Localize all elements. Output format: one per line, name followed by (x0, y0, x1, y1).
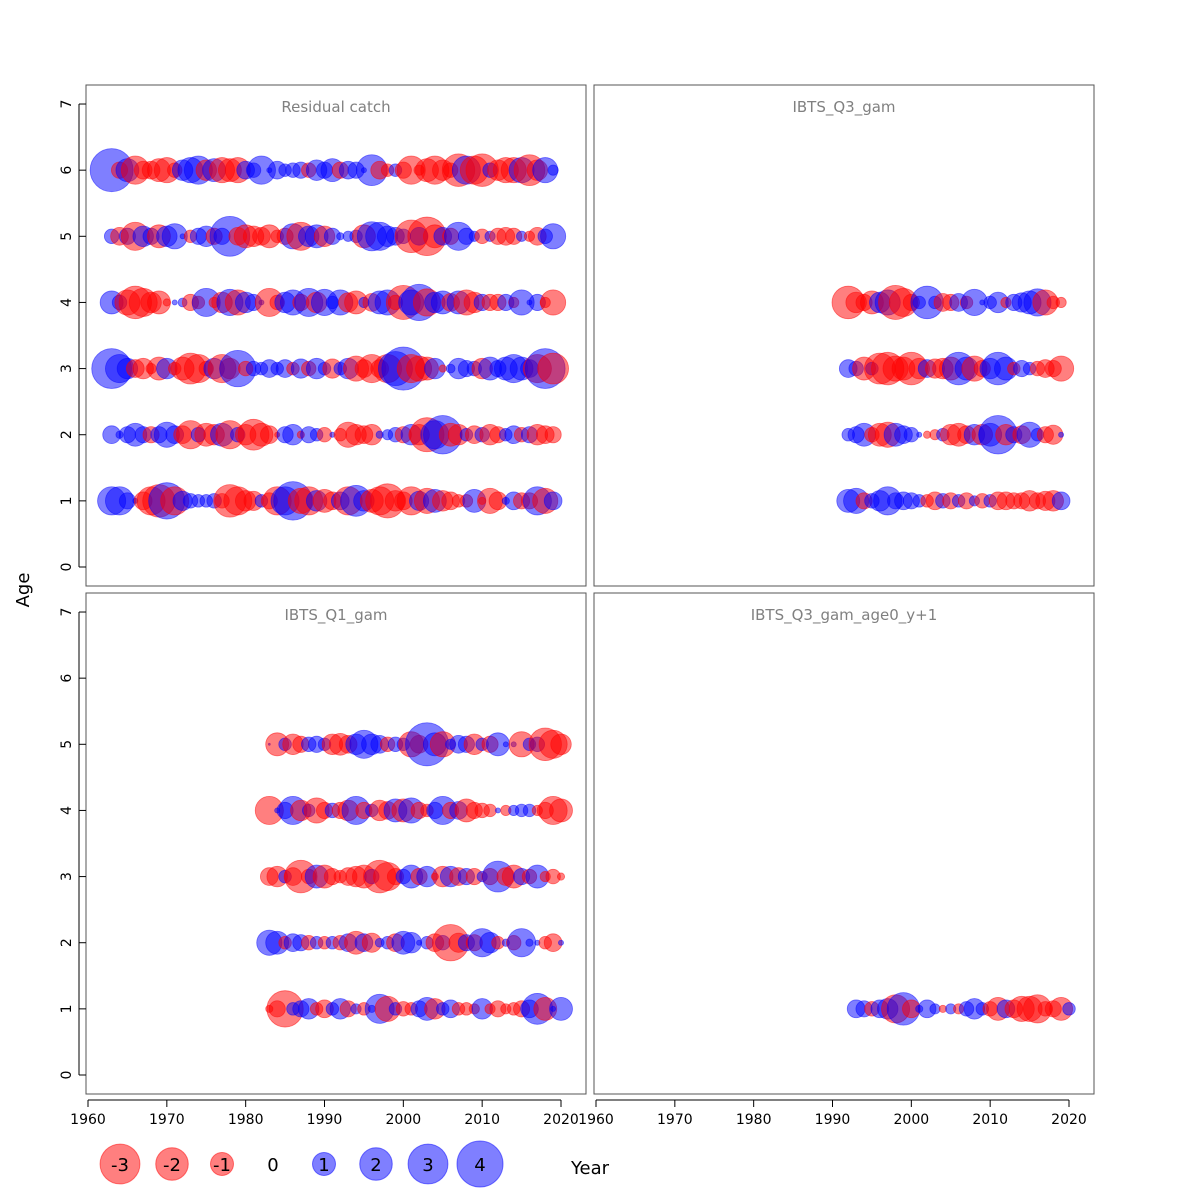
y-tick-label: 6 (59, 674, 75, 683)
bubble-IBTS_Q3_gam_age0_y+1-age1-2020 (1062, 1002, 1076, 1016)
bubble-Residual catch-age4-1971 (171, 299, 178, 306)
x-tick-label: 2010 (464, 1112, 500, 1128)
bubble-IBTS_Q1_gam-age1-2020 (549, 996, 573, 1021)
bubble-Residual catch-age1-2019 (543, 491, 563, 511)
y-axis-label: Age (13, 573, 34, 608)
panel-1: IBTS_Q3_gam (593, 84, 1095, 587)
legend-bubble (456, 1140, 504, 1188)
legend-bubble (210, 1152, 234, 1176)
bubble-IBTS_Q1_gam-age5-2013 (502, 741, 509, 748)
x-tick-label: 1960 (578, 1112, 614, 1128)
y-tick-label: 7 (59, 608, 75, 617)
legend-bubble (99, 1143, 141, 1185)
bubble-IBTS_Q1_gam-age2-2020 (558, 939, 564, 946)
x-tick-label: 1980 (228, 1112, 264, 1128)
x-tick-label: 2010 (972, 1112, 1008, 1128)
panel-title: IBTS_Q3_gam_age0_y+1 (751, 606, 938, 625)
panel-0: Residual catch 0 1 2 3 4 5 6 7 (59, 84, 587, 587)
bubble-IBTS_Q1_gam-age5-2020 (550, 733, 572, 755)
bubble-Residual catch-age3-2019 (537, 352, 569, 385)
y-tick-label: 0 (59, 563, 75, 572)
panel-frame (85, 84, 587, 587)
panel-title: IBTS_Q3_gam (792, 98, 895, 117)
legend-bubble (407, 1143, 449, 1185)
bubble-IBTS_Q3_gam-age3-2019 (1048, 355, 1075, 382)
x-tick-label: 1970 (149, 1112, 185, 1128)
x-axis-label: Year (570, 1158, 610, 1179)
legend-label: -3 (111, 1155, 129, 1176)
legend-bubble (359, 1147, 393, 1181)
bubble-IBTS_Q1_gam-age3-2020 (556, 872, 566, 881)
x-tick-label: 2000 (894, 1112, 930, 1128)
bubble-IBTS_Q3_gam-age1-2019 (1051, 491, 1071, 511)
y-tick-label: 3 (59, 364, 75, 373)
y-tick-label: 7 (59, 100, 75, 109)
legend-bubble (155, 1147, 189, 1181)
panel-2: IBTS_Q1_gam 0 1 2 3 4 5 6 7 1960 1970 1980 1990 2000 2… (59, 592, 587, 1128)
bubble-IBTS_Q1_gam-age4-2012 (494, 807, 501, 814)
x-tick-label: 2000 (386, 1112, 422, 1128)
bubble-IBTS_Q1_gam-age4-2011 (483, 803, 497, 818)
x-tick-label: 2020 (1051, 1112, 1087, 1128)
legend-label: 4 (474, 1155, 485, 1176)
y-tick-label: 3 (59, 872, 75, 881)
y-tick-label: 6 (59, 166, 75, 175)
x-tick-label: 1970 (657, 1112, 693, 1128)
y-tick-label: 0 (59, 1071, 75, 1080)
y-tick-label: 2 (59, 430, 75, 439)
panel-title: IBTS_Q1_gam (284, 606, 387, 625)
bubble-Residual catch-age6-2019 (547, 164, 559, 176)
bubble-IBTS_Q1_gam-age2-2016 (525, 938, 534, 947)
bubble-IBTS_Q3_gam-age2-2019 (1058, 431, 1065, 438)
bubble-IBTS_Q1_gam-age4-2020 (549, 798, 573, 823)
bubble-IBTS_Q3_gam_age0_y+1-age1-2003 (929, 1003, 941, 1015)
legend-label: 0 (267, 1155, 278, 1176)
legend-label: 3 (422, 1155, 433, 1176)
bubble-IBTS_Q3_gam-age2-2001 (916, 431, 923, 438)
x-tick-label: 1990 (815, 1112, 851, 1128)
y-tick-label: 5 (59, 232, 75, 241)
panel-frame (593, 592, 1095, 1095)
bubble-Residual catch-age2-2019 (544, 426, 562, 444)
y-tick-label: 1 (59, 496, 75, 505)
legend-label: 1 (318, 1155, 329, 1176)
legend-label: -2 (163, 1155, 181, 1176)
bubble-Residual catch-age4-2019 (540, 289, 567, 316)
legend-bubble (312, 1152, 336, 1176)
legend: -3 -2 -1 0 1 2 3 4 (99, 1140, 504, 1188)
y-tick-label: 4 (59, 298, 75, 307)
y-tick-label: 1 (59, 1004, 75, 1013)
legend-label: 2 (370, 1155, 381, 1176)
bubble-Residual catch-age5-2019 (540, 223, 567, 250)
y-tick-label: 2 (59, 938, 75, 947)
x-tick-label: 2020 (543, 1112, 579, 1128)
panel-title: Residual catch (281, 98, 390, 116)
bubble-Residual catch-age3-2005 (438, 364, 447, 373)
x-tick-label: 1990 (307, 1112, 343, 1128)
bubble-Residual catch-age4-1970 (162, 298, 171, 307)
y-tick-label: 5 (59, 740, 75, 749)
x-tick-label: 1980 (736, 1112, 772, 1128)
panel-3: IBTS_Q3_gam_age0_y+1 1960 1970 1980 1990 2000… (578, 592, 1095, 1128)
legend-label: -1 (213, 1155, 231, 1176)
bubble-IBTS_Q3_gam-age4-2019 (1055, 296, 1067, 308)
x-tick-label: 1960 (70, 1112, 106, 1128)
y-tick-label: 4 (59, 806, 75, 815)
panel-frame (85, 592, 587, 1095)
panel-frame (593, 84, 1095, 587)
